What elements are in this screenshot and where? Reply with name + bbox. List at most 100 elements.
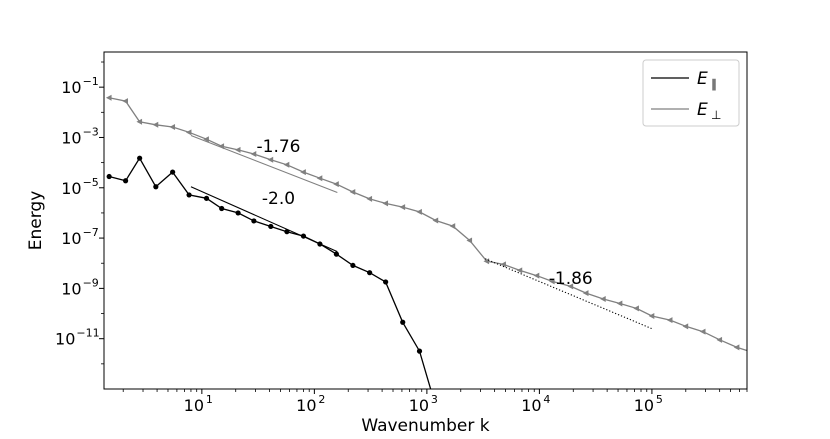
x-tick-label: 10 <box>296 396 316 415</box>
slope-label: -1.86 <box>549 269 593 289</box>
x-tick-label: 10 <box>521 396 541 415</box>
data-point <box>416 348 423 354</box>
data-point <box>300 169 306 176</box>
data-point <box>567 283 574 290</box>
plot-frame <box>103 51 748 390</box>
data-point <box>682 323 689 330</box>
series-line <box>108 97 747 352</box>
y-axis-ticks: 10−110−310−510−710−910−11 <box>55 61 104 365</box>
data-point <box>383 279 389 285</box>
data-point <box>616 300 623 307</box>
data-point <box>136 118 143 125</box>
y-tick-label: 10 <box>61 229 81 248</box>
data-point <box>367 270 373 276</box>
data-point <box>600 295 606 302</box>
data-point <box>105 94 112 101</box>
x-tick-exponent: 1 <box>206 393 213 406</box>
data-point <box>750 350 756 356</box>
data-point <box>699 328 706 335</box>
series-layer <box>105 94 756 389</box>
data-point <box>250 151 257 158</box>
legend-entry-subscript: ∥ <box>711 77 717 91</box>
data-point <box>186 192 192 198</box>
data-point <box>466 237 473 244</box>
data-point <box>648 312 655 319</box>
y-axis-label: Energy <box>26 191 46 251</box>
data-point <box>382 200 389 207</box>
y-tick-exponent: −9 <box>83 276 99 289</box>
data-point <box>366 195 373 202</box>
legend-entry-subscript: ⊥ <box>711 108 721 122</box>
slope-label: -2.0 <box>262 189 295 209</box>
reference-lines: -1.76 -2.0 -1.86 <box>190 134 653 330</box>
legend-box <box>642 59 740 127</box>
data-point <box>283 161 290 168</box>
y-tick-exponent: −11 <box>76 327 99 340</box>
data-point <box>582 290 589 297</box>
data-point <box>106 173 112 180</box>
y-tick-label: 10 <box>61 179 81 198</box>
reference-line <box>485 258 653 330</box>
data-point <box>219 205 225 212</box>
data-point <box>268 223 274 230</box>
data-point <box>122 178 129 184</box>
reference-line <box>190 134 338 193</box>
data-point <box>733 344 740 351</box>
data-point <box>234 146 241 153</box>
data-point <box>333 181 339 188</box>
x-axis-ticks: 10 1 10 2 10 3 10 4 10 5 <box>122 389 748 415</box>
y-tick-label: 10 <box>55 330 75 349</box>
data-point <box>500 261 506 268</box>
data-point <box>716 336 723 343</box>
data-point <box>350 262 356 269</box>
x-tick-label: 10 <box>634 396 654 415</box>
x-axis-label: Wavenumber k <box>361 416 489 436</box>
legend-entry-label: E <box>697 69 708 89</box>
data-point <box>267 156 274 163</box>
x-tick-exponent: 3 <box>431 393 438 406</box>
x-tick-label: 10 <box>184 396 204 415</box>
data-point <box>251 218 257 224</box>
data-point <box>483 258 490 265</box>
data-point <box>153 184 159 190</box>
data-point <box>333 251 340 257</box>
data-point <box>316 175 323 182</box>
data-point <box>549 278 555 285</box>
series-perpendicular <box>105 94 756 356</box>
data-point <box>533 272 540 279</box>
slope-label: -1.76 <box>257 137 301 157</box>
data-point <box>235 210 241 216</box>
y-tick-exponent: −3 <box>83 125 99 138</box>
y-tick-label: 10 <box>61 128 81 147</box>
x-tick-exponent: 2 <box>318 393 325 406</box>
y-tick-exponent: −1 <box>83 75 99 88</box>
data-point <box>633 305 639 312</box>
data-point <box>185 129 192 136</box>
y-tick-exponent: −7 <box>83 226 99 239</box>
data-point <box>169 124 176 131</box>
data-point <box>170 169 176 175</box>
data-point <box>666 317 673 324</box>
data-point <box>516 267 523 274</box>
y-tick-exponent: −5 <box>83 176 99 189</box>
legend: E ∥E ⊥ <box>642 59 740 127</box>
data-point <box>152 121 159 128</box>
legend-entry-label: E <box>697 100 708 120</box>
y-tick-label: 10 <box>61 279 81 298</box>
data-point <box>400 319 406 325</box>
data-point <box>399 204 406 211</box>
x-tick-label: 10 <box>409 396 429 415</box>
y-tick-label: 10 <box>61 78 81 97</box>
data-point <box>416 208 422 215</box>
x-tick-exponent: 5 <box>656 393 663 406</box>
data-point <box>449 223 456 230</box>
reference-line <box>190 186 338 253</box>
data-point <box>122 98 128 105</box>
data-point <box>203 195 210 201</box>
x-tick-exponent: 4 <box>543 393 550 406</box>
data-point <box>349 188 356 195</box>
data-point <box>432 217 439 224</box>
data-point <box>203 136 209 143</box>
data-point <box>137 155 143 161</box>
